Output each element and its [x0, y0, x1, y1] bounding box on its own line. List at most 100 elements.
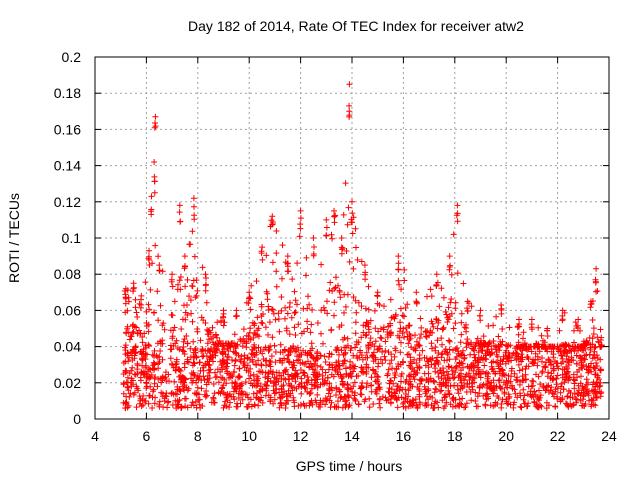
data-point [579, 365, 586, 372]
data-point [349, 230, 356, 237]
data-point [511, 399, 518, 406]
data-point [451, 382, 457, 389]
data-point [382, 347, 389, 354]
data-point [273, 385, 280, 392]
data-point [594, 288, 601, 294]
data-point [427, 327, 434, 334]
data-point [146, 375, 153, 382]
data-point [446, 264, 453, 270]
data-point [372, 338, 379, 345]
data-point [167, 355, 174, 362]
data-point [576, 366, 582, 373]
data-point [368, 388, 375, 395]
data-point [292, 309, 299, 316]
data-point [176, 397, 183, 404]
data-point [323, 224, 330, 231]
data-point [280, 382, 287, 389]
data-point [350, 352, 357, 359]
data-point [548, 361, 555, 368]
data-point [187, 297, 194, 304]
data-point [407, 385, 414, 391]
data-point [203, 275, 209, 281]
data-point [459, 395, 466, 402]
data-point [202, 287, 209, 294]
data-point [146, 365, 152, 372]
data-point [239, 343, 246, 349]
data-point [347, 358, 354, 365]
x-tick-label: 6 [143, 428, 151, 444]
data-point [128, 383, 135, 390]
data-point [189, 362, 196, 369]
data-point [304, 388, 311, 395]
data-point [327, 279, 334, 286]
data-point [317, 381, 324, 388]
data-point [449, 395, 456, 402]
data-point [242, 379, 249, 385]
data-point [227, 374, 234, 381]
data-point [269, 213, 276, 220]
data-point [433, 316, 440, 322]
data-point [431, 389, 438, 396]
data-point [484, 375, 491, 382]
data-point [151, 380, 158, 387]
data-point [122, 405, 129, 411]
data-point [189, 399, 196, 406]
data-point [461, 354, 468, 361]
data-point [194, 328, 201, 335]
data-point [212, 374, 219, 381]
x-tick-label: 18 [447, 428, 463, 444]
data-point [445, 363, 452, 370]
data-point [548, 370, 555, 377]
data-point [130, 391, 137, 398]
data-point [181, 336, 188, 343]
data-point [298, 375, 305, 382]
data-point [375, 328, 382, 335]
plot-border [94, 56, 610, 420]
data-point [127, 349, 134, 355]
data-point [251, 401, 258, 408]
data-point [286, 347, 293, 354]
data-point [422, 386, 429, 393]
data-point [234, 400, 241, 407]
data-point [145, 341, 152, 348]
data-point [490, 338, 497, 344]
data-point [244, 355, 251, 362]
data-point [520, 396, 527, 403]
data-point [433, 386, 440, 393]
data-point [232, 379, 239, 386]
data-point [453, 212, 460, 219]
data-point [422, 333, 429, 340]
data-point [445, 316, 452, 323]
data-point [501, 372, 508, 378]
data-point [459, 351, 465, 358]
data-point [196, 401, 203, 408]
data-point [122, 309, 129, 316]
data-point [255, 357, 262, 364]
data-point [363, 368, 370, 375]
data-point [562, 346, 569, 353]
data-point [331, 219, 338, 226]
data-point [131, 355, 138, 362]
data-point [272, 316, 279, 323]
data-point [211, 390, 218, 397]
data-point [463, 389, 470, 395]
data-point [129, 329, 136, 336]
data-point [209, 324, 216, 331]
data-point [436, 379, 443, 386]
data-point [345, 386, 352, 393]
data-point [400, 403, 407, 410]
data-point [207, 347, 214, 354]
data-point [120, 381, 127, 388]
data-point [510, 404, 517, 411]
data-point [524, 354, 531, 360]
data-point [450, 367, 456, 374]
data-point [454, 383, 461, 389]
y-tick-label: 0.1 [62, 230, 82, 246]
data-point [417, 377, 424, 383]
data-point [589, 317, 596, 323]
data-point [456, 360, 463, 367]
data-point [220, 322, 227, 329]
data-point [333, 384, 340, 391]
data-point [338, 347, 345, 354]
data-point [476, 390, 483, 397]
